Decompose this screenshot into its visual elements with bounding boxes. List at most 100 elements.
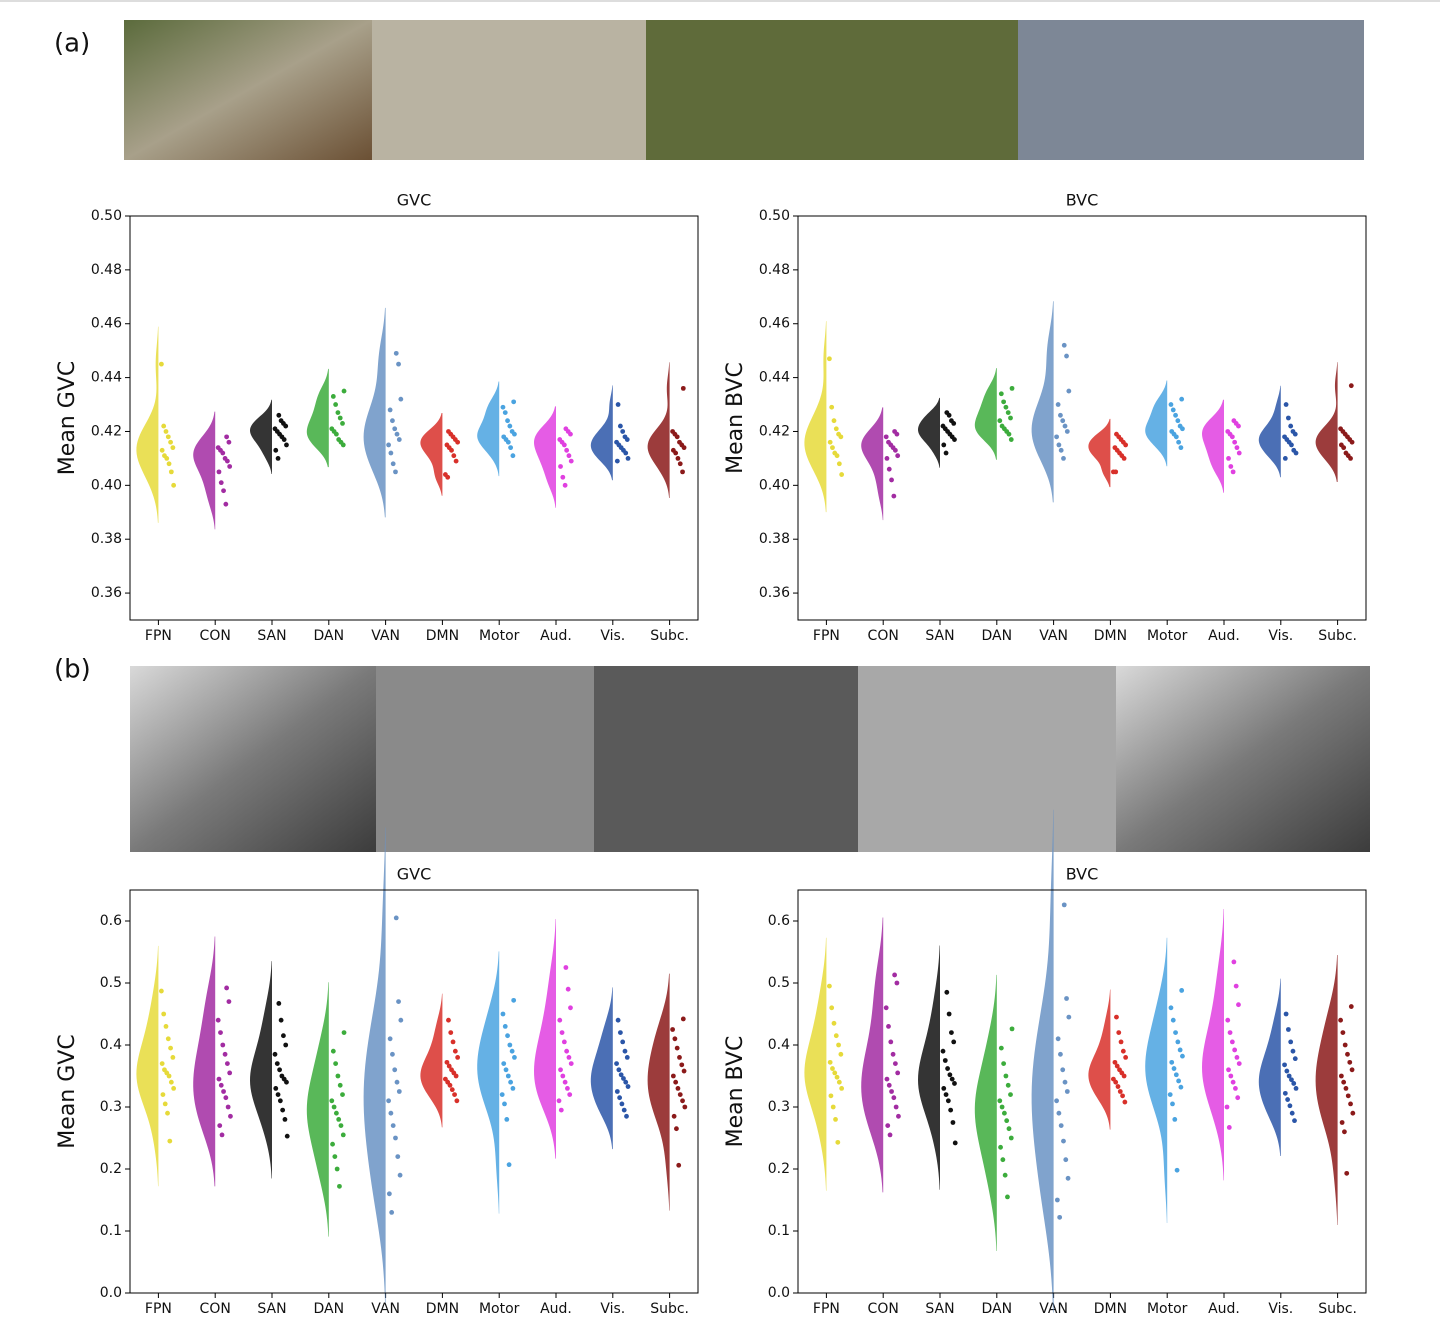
axes-frame (129, 889, 699, 1294)
point (449, 447, 454, 453)
point (506, 1162, 512, 1168)
point (387, 1036, 393, 1042)
point (673, 1079, 679, 1085)
violin (804, 937, 827, 1191)
point (839, 1086, 845, 1091)
point (1054, 1197, 1060, 1203)
point (1058, 412, 1063, 418)
point (1178, 445, 1184, 451)
point (941, 442, 947, 448)
point (950, 1120, 956, 1125)
point (1236, 1061, 1242, 1066)
point (946, 1011, 952, 1017)
violin (250, 961, 272, 1179)
y-tick-label: 0.48 (759, 262, 790, 278)
point (278, 1017, 284, 1023)
point (1339, 1120, 1345, 1125)
point (445, 474, 451, 480)
point (1341, 1079, 1347, 1085)
point (389, 1210, 395, 1215)
point (623, 1079, 629, 1085)
point (396, 1089, 402, 1094)
x-tick-label: DMN (426, 628, 459, 644)
x-tick-label: Vis. (600, 628, 625, 644)
violin (590, 987, 613, 1150)
point (228, 1113, 233, 1119)
point (672, 1036, 678, 1042)
y-tick-label: 0.5 (100, 975, 122, 991)
point (224, 458, 230, 464)
point (1348, 383, 1354, 389)
point (829, 404, 835, 410)
point (1168, 1005, 1174, 1011)
point (886, 1024, 891, 1029)
point (453, 1073, 459, 1079)
point (1005, 1082, 1011, 1088)
point (281, 1033, 286, 1039)
point (1055, 402, 1061, 407)
point (1283, 402, 1289, 407)
point (568, 1061, 574, 1066)
y-tick-label: 0.44 (759, 370, 790, 386)
chart: BVC Mean BVC 0.36 0.38 0.40 0.42 0.44 0.46 0.48 0… (723, 191, 1367, 644)
point (276, 1001, 282, 1006)
point (560, 1073, 566, 1079)
point (159, 447, 165, 453)
point (896, 1113, 901, 1119)
point (1289, 1110, 1295, 1116)
point (884, 1076, 890, 1082)
point (892, 447, 898, 453)
violin (918, 945, 940, 1190)
point (161, 1011, 167, 1017)
point (834, 1074, 840, 1080)
point (168, 1079, 174, 1085)
violin (363, 827, 386, 1303)
point (225, 1104, 231, 1110)
point (616, 1067, 622, 1073)
point (674, 1045, 680, 1051)
point (1347, 1059, 1353, 1065)
x-tick-label: Vis. (1268, 1301, 1293, 1317)
point (834, 453, 840, 459)
x-tick-label: CON (200, 1301, 231, 1317)
point (1060, 1067, 1066, 1073)
point (1060, 418, 1066, 424)
point (217, 1123, 223, 1128)
y-tick-label: 0.1 (768, 1223, 790, 1239)
point (562, 1079, 568, 1085)
point (502, 1101, 507, 1107)
point (624, 1113, 629, 1119)
violin (193, 936, 216, 1187)
point (397, 1172, 403, 1178)
point (1231, 959, 1237, 965)
point (284, 442, 289, 448)
point (171, 1086, 177, 1091)
point (615, 1017, 621, 1023)
x-tick-label: DMN (1094, 1301, 1127, 1317)
top-border (0, 0, 1440, 2)
point (1293, 450, 1299, 456)
point (839, 472, 845, 477)
point (283, 1042, 289, 1048)
x-tick-label: SAN (925, 1301, 954, 1317)
x-tick-label: VAN (371, 628, 400, 644)
point (396, 999, 401, 1004)
point (895, 453, 901, 459)
y-tick-label: 0.46 (759, 316, 790, 332)
point (1293, 1086, 1299, 1091)
point (1285, 1027, 1291, 1032)
point (614, 458, 620, 464)
point (273, 1086, 279, 1091)
point (1228, 1073, 1234, 1079)
photo (646, 20, 1018, 160)
point (221, 1089, 226, 1094)
point (1008, 437, 1014, 442)
point (625, 456, 631, 461)
point (164, 456, 170, 461)
point (168, 469, 174, 475)
point (163, 1024, 169, 1029)
point (1176, 439, 1182, 445)
y-tick-label: 0.36 (91, 585, 122, 601)
point (1061, 902, 1067, 908)
point (1176, 1078, 1182, 1084)
